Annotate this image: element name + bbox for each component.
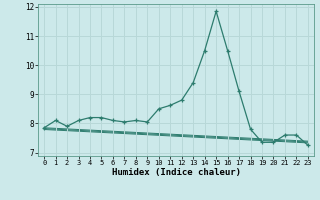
X-axis label: Humidex (Indice chaleur): Humidex (Indice chaleur) — [111, 168, 241, 177]
